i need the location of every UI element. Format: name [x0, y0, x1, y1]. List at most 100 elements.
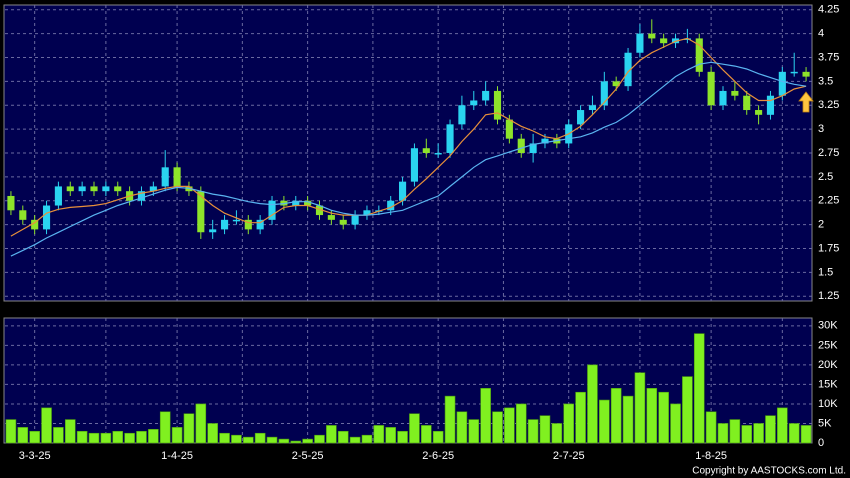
candle-body — [731, 90, 739, 96]
candle-body — [220, 219, 229, 230]
volume-bar — [254, 432, 266, 444]
volume-bar — [634, 372, 646, 444]
candle-body — [683, 38, 691, 40]
volume-bar — [207, 423, 218, 444]
candle-body — [19, 210, 27, 220]
volume-bar — [515, 403, 527, 444]
candle-body — [493, 90, 502, 120]
x-tick-label: 1-4-25 — [161, 450, 193, 462]
volume-bar — [326, 425, 337, 444]
volume-bar — [266, 436, 278, 444]
candle-body — [790, 71, 798, 74]
volume-bar — [741, 425, 753, 444]
volume-bar — [41, 407, 52, 444]
y-tick-label: 4.25 — [818, 4, 839, 16]
y-tick-label: 2.75 — [818, 147, 839, 159]
volume-bar — [658, 391, 669, 444]
candle-body — [410, 148, 418, 182]
candle-body — [268, 200, 276, 220]
volume-bar — [765, 415, 776, 444]
volume-bar — [171, 427, 183, 444]
volume-bar — [421, 425, 432, 444]
candle-body — [161, 167, 169, 187]
volume-bar — [527, 419, 539, 444]
volume-bar — [646, 388, 658, 444]
candle-body — [541, 138, 549, 144]
volume-bar — [539, 415, 551, 444]
candle-body — [778, 71, 786, 96]
candle-body — [743, 95, 751, 111]
volume-bar — [76, 430, 88, 444]
candle-body — [173, 167, 181, 187]
volume-bar — [800, 425, 812, 444]
candle-body — [387, 200, 395, 211]
candle-body — [422, 148, 430, 153]
candle-body — [78, 186, 86, 192]
y-tick-label: 2.25 — [818, 195, 839, 207]
volume-bar — [302, 438, 313, 444]
candle-body — [327, 215, 335, 220]
y2-tick-label: 25K — [818, 339, 838, 351]
volume-bar — [243, 436, 254, 444]
candle-body — [660, 38, 668, 44]
volume-bar — [456, 411, 468, 444]
y2-tick-label: 20K — [818, 359, 838, 371]
candle-body — [802, 71, 810, 77]
volume-bar — [563, 403, 574, 444]
volume-bar — [17, 427, 29, 444]
volume-bar — [290, 440, 302, 444]
volume-bar — [670, 403, 681, 444]
x-tick-label: 3-3-25 — [19, 450, 51, 462]
vertical-grid — [34, 5, 783, 443]
y-tick-label: 4 — [818, 28, 824, 40]
volume-bar — [753, 423, 764, 444]
volume-bar — [337, 430, 349, 444]
candle-body — [612, 81, 620, 87]
volume-bar — [587, 364, 598, 444]
candle-body — [90, 186, 98, 192]
volume-bar — [610, 388, 622, 444]
candle-body — [54, 186, 62, 206]
candle-body — [636, 33, 644, 53]
latest-arrow — [798, 91, 814, 113]
volume-bar — [219, 432, 230, 444]
candle-body — [766, 95, 775, 115]
volume-bar — [682, 376, 693, 444]
candle-body — [66, 186, 74, 192]
candle-body — [137, 191, 146, 201]
candle-body — [42, 205, 51, 230]
volume-bar — [231, 434, 242, 444]
candle-body — [482, 90, 490, 101]
candle-body — [707, 71, 715, 106]
y-tick-label: 3.75 — [818, 51, 839, 63]
y2-tick-label: 5K — [818, 417, 832, 429]
candle-body — [339, 219, 347, 225]
volume-bar — [432, 430, 444, 444]
candle-body — [149, 186, 157, 192]
candle-body — [505, 119, 513, 139]
candle-body — [232, 219, 240, 222]
volume-bar — [622, 395, 634, 444]
volume-bar — [444, 395, 456, 444]
candle-body — [31, 219, 39, 230]
volume-bar — [717, 423, 729, 444]
volume-bar — [705, 411, 717, 444]
candle-body — [470, 100, 478, 106]
candle-body — [719, 90, 727, 106]
volume-bar — [385, 427, 396, 444]
candle-body — [197, 191, 205, 233]
moving-average-line — [10, 61, 807, 257]
x-tick-label: 2-6-25 — [422, 450, 454, 462]
y-tick-label: 2 — [818, 219, 824, 231]
y-tick-label: 1.25 — [818, 290, 839, 302]
candle-body — [102, 186, 110, 192]
volume-bar — [183, 413, 195, 444]
candle-body — [458, 105, 466, 125]
candle-body — [351, 215, 359, 225]
candle-body — [577, 110, 585, 125]
candle-body — [588, 105, 597, 111]
candle-body — [529, 143, 537, 153]
y-tick-label: 3.25 — [818, 99, 839, 111]
y-tick-label: 2.5 — [818, 171, 833, 183]
candle-body — [600, 81, 608, 106]
